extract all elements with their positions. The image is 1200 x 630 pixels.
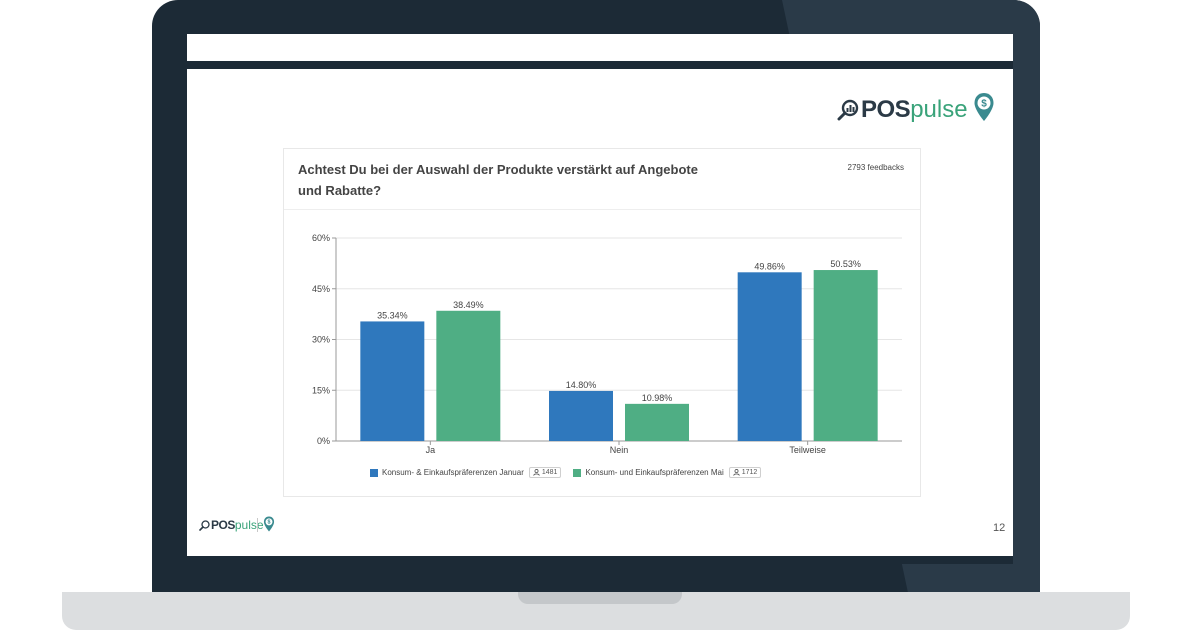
pospulse-logo: POS pulse xyxy=(837,96,968,124)
legend-count-value-2: 1712 xyxy=(741,469,758,476)
y-tick-label: 30% xyxy=(312,335,330,345)
top-strip xyxy=(187,34,1013,61)
bar xyxy=(625,403,689,441)
legend-swatch-1 xyxy=(370,468,378,477)
feedback-count: 2793 feedbacks xyxy=(847,163,905,172)
y-tick-label: 60% xyxy=(312,233,330,243)
magnifier-chart-icon xyxy=(199,519,210,531)
location-pin-dollar-icon: $ xyxy=(974,93,994,121)
laptop-notch xyxy=(518,592,682,604)
legend-count-2: 1712 xyxy=(728,467,762,478)
legend-label-2[interactable]: Konsum- und Einkaufspräferenzen Mai xyxy=(585,468,724,477)
bottom-strip xyxy=(187,556,1013,564)
top-divider xyxy=(187,61,1013,69)
bar-chart: 0% 15% 30% 45% 60% 35.34% 38.49% Ja 14.80% 10.98%… xyxy=(312,233,902,455)
y-tick-label: 0% xyxy=(317,436,330,446)
bar xyxy=(360,321,425,441)
y-tick-label: 15% xyxy=(312,385,330,395)
location-pin-dollar-icon: $ xyxy=(263,516,275,532)
legend-count-1: 1481 xyxy=(528,467,562,478)
data-label: 35.34% xyxy=(377,310,408,320)
data-label: 14.80% xyxy=(566,380,597,390)
bar xyxy=(436,310,501,441)
data-label: 50.53% xyxy=(830,259,861,269)
screen: POS pulse $ Achtest Du bei der Auswahl de… xyxy=(187,34,1013,564)
chart-title: Achtest Du bei der Auswahl der Produkte … xyxy=(298,162,698,198)
logo-pos-text: POS xyxy=(861,96,911,123)
logo-small-pulse-text: pulse xyxy=(234,518,264,532)
x-tick-label: Ja xyxy=(426,445,436,455)
data-label: 38.49% xyxy=(453,300,484,310)
chart-legend: Konsum- & Einkaufspräferenzen Januar 148… xyxy=(370,467,773,478)
y-tick-label: 45% xyxy=(312,284,330,294)
card-divider xyxy=(284,209,920,210)
logo-separator xyxy=(257,518,258,532)
bar xyxy=(813,270,878,441)
legend-count-value-1: 1481 xyxy=(541,469,558,476)
data-label: 10.98% xyxy=(642,393,673,403)
legend-label-1[interactable]: Konsum- & Einkaufspräferenzen Januar xyxy=(382,468,524,477)
user-icon xyxy=(733,469,740,476)
x-tick-label: Nein xyxy=(610,445,629,455)
svg-text:$: $ xyxy=(981,99,987,110)
svg-text:$: $ xyxy=(268,520,271,526)
page-number: 12 xyxy=(993,522,1006,534)
legend-swatch-2 xyxy=(573,468,582,477)
bar xyxy=(549,390,613,441)
logo-small-pos-text: POS xyxy=(211,518,235,532)
pospulse-logo-small: POS pulse xyxy=(199,518,264,532)
chart-card: Achtest Du bei der Auswahl der Produkte … xyxy=(283,148,921,497)
x-tick-label: Teilweise xyxy=(789,445,826,455)
user-icon xyxy=(533,469,540,476)
bar xyxy=(737,272,802,441)
data-label: 49.86% xyxy=(754,261,785,271)
magnifier-chart-icon xyxy=(837,99,859,121)
logo-pulse-text: pulse xyxy=(910,96,968,123)
